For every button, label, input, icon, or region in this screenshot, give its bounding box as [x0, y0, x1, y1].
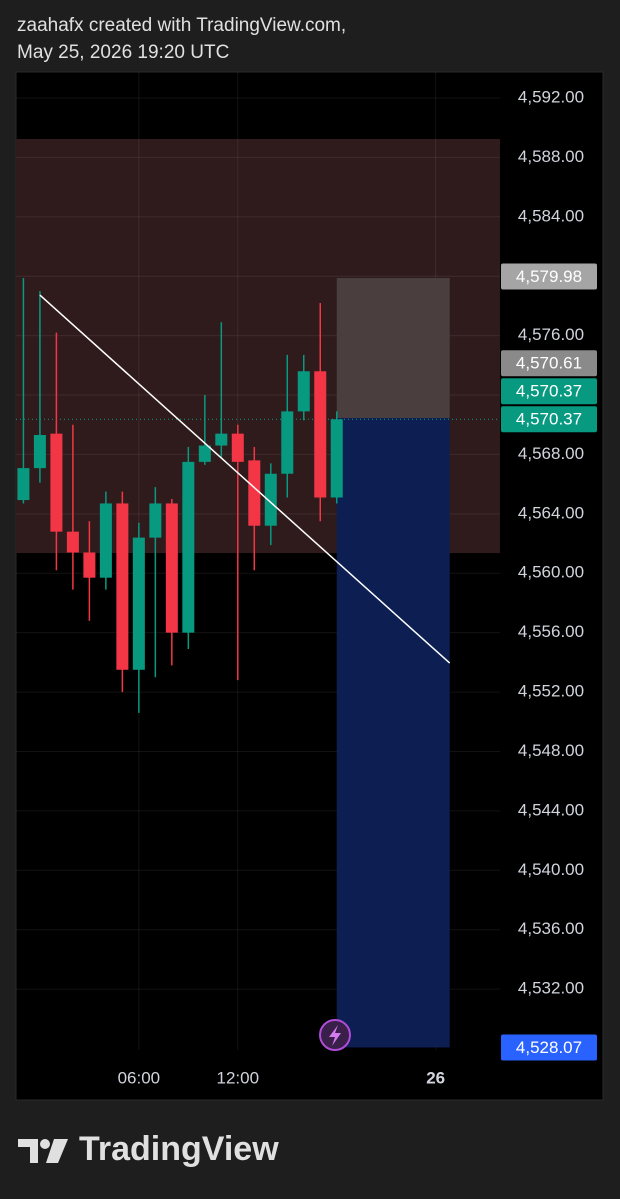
position-box: [336, 418, 450, 1048]
header-author: zaahafx created with TradingView.com,: [17, 15, 346, 36]
y-tick-label: 4,540.00: [518, 860, 584, 879]
candle-body: [198, 445, 211, 462]
price-label: 4,579.98: [516, 267, 582, 286]
candle-body: [149, 503, 162, 538]
candle-body: [116, 503, 129, 670]
x-tick-label: 12:00: [217, 1068, 260, 1087]
y-tick-label: 4,560.00: [518, 563, 584, 582]
candle-body: [215, 433, 228, 446]
x-tick-label: 06:00: [118, 1068, 161, 1087]
price-label-box: [501, 378, 597, 405]
y-tick-label: 4,544.00: [518, 800, 584, 819]
position-box: [336, 277, 450, 419]
candle-body: [182, 461, 195, 633]
candle-body: [264, 473, 277, 526]
candle-body: [330, 419, 343, 498]
candle-body: [297, 371, 310, 412]
candle-body: [231, 433, 244, 462]
y-tick-label: 4,564.00: [518, 503, 584, 522]
lightning-icon: [319, 1019, 351, 1051]
candle-body: [132, 537, 145, 670]
candle-body: [33, 434, 46, 469]
price-label-box: [501, 263, 597, 290]
price-label-box: [501, 1034, 597, 1061]
y-tick-label: 4,552.00: [518, 682, 584, 701]
y-tick-label: 4,556.00: [518, 622, 584, 641]
price-label: 4,570.61: [516, 354, 582, 373]
y-tick-label: 4,548.00: [518, 741, 584, 760]
price-label: 4,528.07: [516, 1038, 582, 1057]
candle-body: [281, 411, 294, 474]
candle-body: [17, 468, 30, 501]
price-label-box: [501, 350, 597, 377]
header-date: May 25, 2026 19:20 UTC: [17, 42, 229, 63]
trend-line: [39, 294, 451, 664]
candle-body: [314, 371, 327, 498]
brand-name: TradingView: [79, 1130, 279, 1168]
y-tick-label: 4,532.00: [518, 979, 584, 998]
plot-area: [16, 72, 500, 1050]
y-tick-label: 4,584.00: [518, 206, 584, 225]
price-label: 4,570.37: [516, 382, 582, 401]
y-tick-label: 4,592.00: [518, 87, 584, 106]
candle-body: [165, 503, 178, 633]
y-tick-label: 4,568.00: [518, 444, 584, 463]
price-label-box: [501, 406, 597, 433]
axes: 4,532.00 4,536.00 4,540.00 4,544.00 4,548.00…: [118, 87, 597, 1087]
candle-body: [66, 531, 79, 553]
candle-body: [50, 433, 63, 532]
y-tick-label: 4,576.00: [518, 325, 584, 344]
price-label: 4,570.37: [516, 410, 582, 429]
y-tick-label: 4,536.00: [518, 919, 584, 938]
candle-body: [99, 503, 112, 578]
x-tick-label: 26: [426, 1068, 445, 1087]
y-tick-label: 4,588.00: [518, 147, 584, 166]
candle-body: [83, 552, 96, 578]
brand-logo: [18, 1139, 68, 1163]
candle-body: [248, 460, 261, 526]
